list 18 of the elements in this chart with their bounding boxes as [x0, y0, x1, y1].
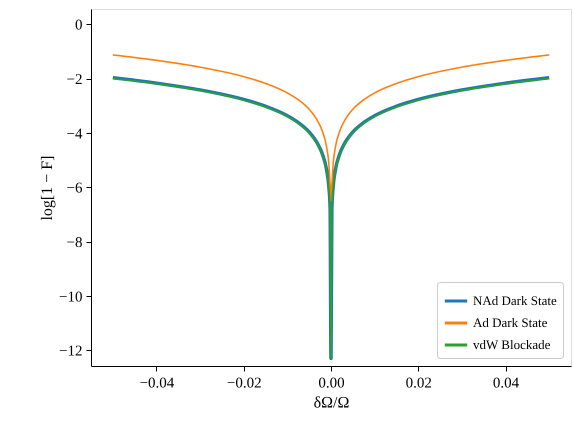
legend-label: vdW Blockade	[473, 337, 551, 352]
x-tick-label: 0.02	[406, 376, 432, 392]
y-tick-label: −12	[59, 344, 82, 360]
x-axis-title: δΩ/Ω	[314, 394, 350, 412]
y-tick-label: −2	[66, 72, 82, 88]
y-tick-label: −8	[66, 235, 82, 252]
y-tick-label: 0	[75, 18, 82, 34]
y-tick-label: −10	[59, 289, 82, 306]
x-tick-label: −0.04	[140, 376, 175, 392]
x-tick-label: 0.00	[318, 376, 345, 392]
x-tick-label: −0.02	[226, 376, 262, 392]
legend-label: Ad Dark State	[473, 315, 548, 330]
legend-label: NAd Dark State	[473, 293, 557, 308]
y-axis-title: log[1 − F]	[39, 155, 56, 221]
x-tick-label: 0.04	[492, 376, 520, 392]
y-tick-label: −6	[66, 180, 83, 197]
y-tick-label: −4	[66, 126, 83, 142]
line-series	[112, 54, 550, 202]
